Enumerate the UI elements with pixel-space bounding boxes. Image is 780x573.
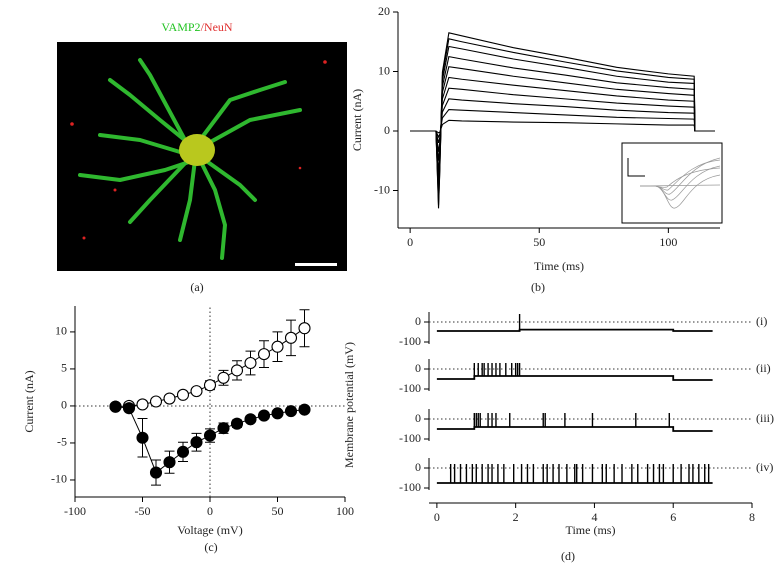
x-tick-label: -100 — [64, 504, 86, 518]
y-tick-label: 5 — [61, 361, 67, 375]
x-axis-label: Time (ms) — [566, 523, 616, 537]
baseline-trace — [436, 426, 713, 432]
x-tick-label: 100 — [659, 235, 677, 249]
point — [149, 395, 163, 408]
trace — [410, 38, 715, 206]
point — [298, 322, 311, 335]
point — [176, 445, 190, 458]
x-tick-label: 50 — [533, 235, 545, 249]
y-tick-label: -100 — [399, 431, 421, 445]
point — [271, 340, 284, 353]
point — [190, 436, 203, 449]
x-tick-label: 100 — [336, 504, 354, 518]
point — [190, 385, 203, 398]
trace — [410, 109, 715, 139]
point — [230, 364, 244, 377]
point — [298, 403, 311, 416]
y-tick-label: 20 — [378, 4, 390, 18]
x-tick-label: 4 — [591, 510, 597, 524]
point — [163, 456, 176, 469]
y-tick-label: 10 — [55, 324, 67, 338]
x-tick-label: 2 — [513, 510, 519, 524]
y-tick-label: 0 — [61, 398, 67, 412]
point — [284, 405, 298, 418]
point — [230, 417, 244, 430]
trace — [410, 119, 715, 134]
point — [136, 398, 149, 411]
point — [176, 388, 190, 401]
caption: (c) — [204, 540, 217, 554]
y-tick-label: -5 — [57, 435, 67, 449]
micrograph — [57, 42, 347, 271]
point — [217, 371, 230, 384]
trace-label: (iv) — [756, 460, 773, 474]
point — [136, 431, 149, 444]
x-tick-label: 0 — [207, 504, 213, 518]
trace — [410, 55, 715, 185]
caption: (b) — [531, 280, 545, 294]
y-tick-label: 10 — [378, 63, 390, 77]
x-tick-label: 6 — [670, 510, 676, 524]
caption: (d) — [561, 549, 575, 563]
y-axis-label: Current (nA) — [22, 370, 36, 432]
point — [244, 356, 257, 370]
point — [203, 429, 217, 442]
y-tick-label: 0 — [384, 123, 390, 137]
baseline-trace — [436, 328, 713, 332]
point — [217, 422, 230, 435]
trace — [410, 66, 715, 173]
point — [284, 331, 298, 344]
trace — [410, 76, 715, 161]
trace-label: (i) — [756, 314, 767, 328]
y-tick-label: -10 — [51, 472, 67, 486]
title-part: VAMP2 — [161, 20, 200, 34]
y-tick-label: -100 — [399, 480, 421, 494]
x-axis-label: Voltage (mV) — [177, 523, 242, 537]
point — [257, 409, 271, 422]
y-tick-label: 0 — [415, 460, 421, 474]
point — [109, 400, 122, 413]
x-tick-label: 8 — [749, 510, 755, 524]
y-tick-label: 0 — [415, 314, 421, 328]
x-tick-label: 0 — [407, 235, 413, 249]
inset — [621, 142, 723, 224]
y-tick-label: -100 — [399, 381, 421, 395]
caption: (a) — [190, 280, 203, 294]
x-tick-label: -50 — [135, 504, 151, 518]
panel-title: VAMP2/NeuN — [161, 20, 232, 34]
point — [257, 348, 271, 361]
y-axis-label: Current (nA) — [350, 89, 364, 151]
point — [163, 392, 176, 405]
x-axis-label: Time (ms) — [534, 259, 584, 273]
trace — [410, 87, 715, 152]
trace-label: (ii) — [756, 361, 771, 375]
point — [149, 466, 163, 479]
point — [203, 379, 217, 392]
point — [244, 413, 257, 426]
trace — [410, 45, 715, 197]
point — [271, 407, 284, 420]
x-tick-label: 50 — [272, 504, 284, 518]
y-axis-label: Membrane potential (mV) — [342, 342, 356, 468]
y-tick-label: -10 — [374, 182, 390, 196]
y-tick-label: 0 — [415, 411, 421, 425]
point — [122, 402, 136, 415]
trace-label: (iii) — [756, 411, 774, 425]
y-tick-label: 0 — [415, 361, 421, 375]
trace — [410, 98, 715, 144]
baseline-trace — [436, 375, 713, 381]
title-part: /NeuN — [201, 20, 233, 34]
y-tick-label: -100 — [399, 334, 421, 348]
x-tick-label: 0 — [434, 510, 440, 524]
